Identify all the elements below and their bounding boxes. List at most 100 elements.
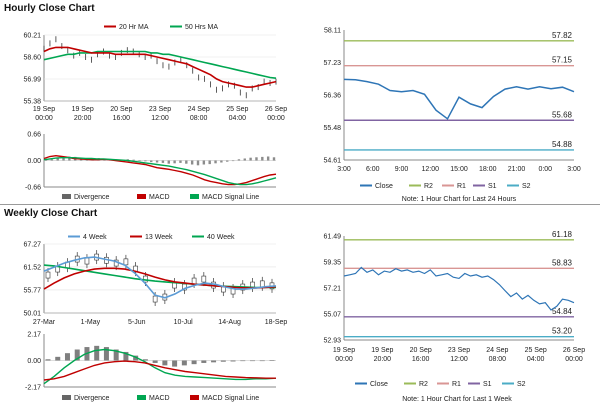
weekly-price-y-tick-label: 61.52 (23, 264, 41, 271)
hourly-pivot-x-tick-label: 3:00 (337, 166, 351, 173)
weekly-divergence-bar (181, 360, 187, 366)
weekly-divergence-bar (103, 347, 109, 361)
hourly-price-x-tick-label: 20:00 (74, 115, 92, 122)
hourly-pivot-legend-label: R2 (424, 183, 433, 190)
hourly-pivot-level-label: 54.88 (552, 140, 573, 149)
weekly-macd-legend-label: MACD Signal Line (202, 395, 259, 402)
weekly-pivot-y-tick-label: 55.07 (323, 312, 341, 319)
weekly-macd-y-tick-label: 0.00 (27, 358, 41, 365)
weekly-divergence-bar (240, 360, 246, 362)
weekly-macd-y-tick-label: -2.17 (25, 385, 41, 392)
hourly-macd-y-tick-label: 0.00 (27, 158, 41, 165)
weekly-pivot-legend-label: R2 (419, 381, 428, 388)
hourly-macd-legend-swatch (62, 194, 71, 199)
weekly-divergence-bar (172, 360, 178, 367)
hourly-divergence-bar (208, 160, 211, 165)
weekly-macd-line (43, 348, 277, 385)
weekly-price-x-tick-label: 1-May (81, 319, 101, 326)
hourly-pivot-x-tick-label: 3:00 (567, 166, 581, 173)
weekly-pivot-level-label: 53.20 (552, 327, 573, 336)
weekly-pivot-close-line (343, 266, 575, 311)
hourly-pivot-x-tick-label: 12:00 (421, 166, 439, 173)
weekly-divergence-bar (201, 360, 207, 363)
hourly-price-x-tick-label: 20 Sep (110, 106, 132, 113)
weekly-divergence-bar (269, 360, 275, 361)
weekly-ma4-line (43, 256, 277, 299)
hourly-ma20-line (43, 46, 277, 88)
hourly-price-x-tick-label: 26 Sep (265, 106, 287, 113)
weekly-candle-body (191, 277, 197, 285)
hourly-macd-legend-label: MACD (149, 194, 170, 201)
hourly-divergence-bar (173, 160, 176, 164)
weekly-pivot-legend-label: R1 (452, 381, 461, 388)
weekly-candle-body (45, 271, 51, 279)
weekly-pivot-legend-label: S1 (483, 381, 492, 388)
weekly-macd-legend-label: MACD (149, 395, 170, 402)
weekly-signal-line (43, 360, 276, 381)
hourly-pivot-x-tick-label: 6:00 (366, 166, 380, 173)
hourly-divergence-bar (50, 159, 54, 161)
hourly-pivot-close-line (343, 78, 575, 120)
weekly-price-legend-label: 13 Week (145, 234, 173, 241)
hourly-divergence-bar (190, 160, 194, 165)
weekly-divergence-bar (220, 360, 226, 362)
weekly-macd-legend-swatch (137, 395, 146, 400)
hourly-signal-line (43, 156, 277, 186)
hourly-price-y-tick-label: 55.38 (23, 99, 41, 106)
weekly-divergence-bar (94, 345, 100, 361)
weekly-pivot-x-tick-label: 19 Sep (333, 347, 355, 354)
weekly-price-x-tick-label: 5-Jun (128, 319, 146, 326)
hourly-divergence-bar (56, 158, 59, 161)
weekly-pivot-x-tick-label: 00:00 (335, 356, 353, 363)
hourly-price-legend-label: 20 Hr MA (119, 24, 149, 31)
weekly-divergence-bar (152, 360, 158, 363)
weekly-divergence-bar (191, 360, 197, 365)
weekly-divergence-bar (142, 359, 148, 361)
hourly-price-y-tick-label: 60.21 (23, 33, 41, 40)
hourly-price-x-tick-label: 00:00 (267, 115, 285, 122)
hourly-ma50-line (43, 50, 277, 79)
weekly-price-y-tick-label: 55.77 (23, 287, 41, 294)
weekly-pivot-x-tick-label: 00:00 (565, 356, 583, 363)
weekly-divergence-bar (133, 355, 139, 361)
hourly-divergence-bar (243, 158, 246, 161)
weekly-divergence-bar (123, 351, 129, 361)
weekly-pivot-x-tick-label: 26 Sep (563, 347, 585, 354)
hourly-pivot-x-tick-label: 18:00 (479, 166, 497, 173)
hourly-divergence-bar (202, 160, 206, 165)
hourly-divergence-bar (272, 157, 276, 161)
weekly-candle-body (259, 280, 265, 288)
hourly-pivot-legend-label: R1 (457, 183, 466, 190)
hourly-price-x-tick-label: 25 Sep (226, 106, 248, 113)
weekly-divergence-bar (113, 349, 119, 361)
weekly-pivot-legend-label: Close (370, 381, 388, 388)
hourly-pivot-x-tick-label: 15:00 (450, 166, 468, 173)
hourly-divergence-bar (266, 156, 270, 161)
weekly-pivot-y-tick-label: 61.49 (323, 234, 341, 241)
hourly-divergence-bar (220, 160, 223, 163)
weekly-divergence-bar (74, 349, 80, 361)
hourly-divergence-bar (255, 157, 258, 161)
hourly-macd-legend-swatch (137, 194, 146, 199)
hourly-divergence-bar (144, 160, 147, 162)
weekly-candle-body (152, 295, 158, 303)
hourly-divergence-bar (44, 160, 48, 161)
weekly-ma13-line (43, 267, 277, 290)
weekly-pivot-x-tick-label: 25 Sep (525, 347, 547, 354)
weekly-price-x-tick-label: 18-Sep (265, 319, 288, 326)
weekly-divergence-bar (230, 360, 236, 362)
weekly-price-y-tick-label: 50.01 (23, 311, 41, 318)
hourly-price-x-tick-label: 12:00 (151, 115, 169, 122)
hourly-section-title: Hourly Close Chart (4, 3, 95, 14)
weekly-pivot-y-tick-label: 52.93 (323, 338, 341, 345)
hourly-price-x-tick-label: 00:00 (35, 115, 53, 122)
hourly-pivot-level-label: 55.68 (552, 110, 573, 119)
hourly-divergence-bar (196, 160, 200, 166)
weekly-divergence-bar (250, 360, 256, 362)
weekly-pivot-y-tick-label: 59.35 (323, 260, 341, 267)
weekly-pivot-x-tick-label: 16:00 (412, 356, 430, 363)
weekly-price-x-tick-label: 14-Aug (218, 319, 241, 326)
hourly-pivot-y-tick-label: 56.36 (323, 93, 341, 100)
hourly-divergence-bar (249, 157, 252, 161)
